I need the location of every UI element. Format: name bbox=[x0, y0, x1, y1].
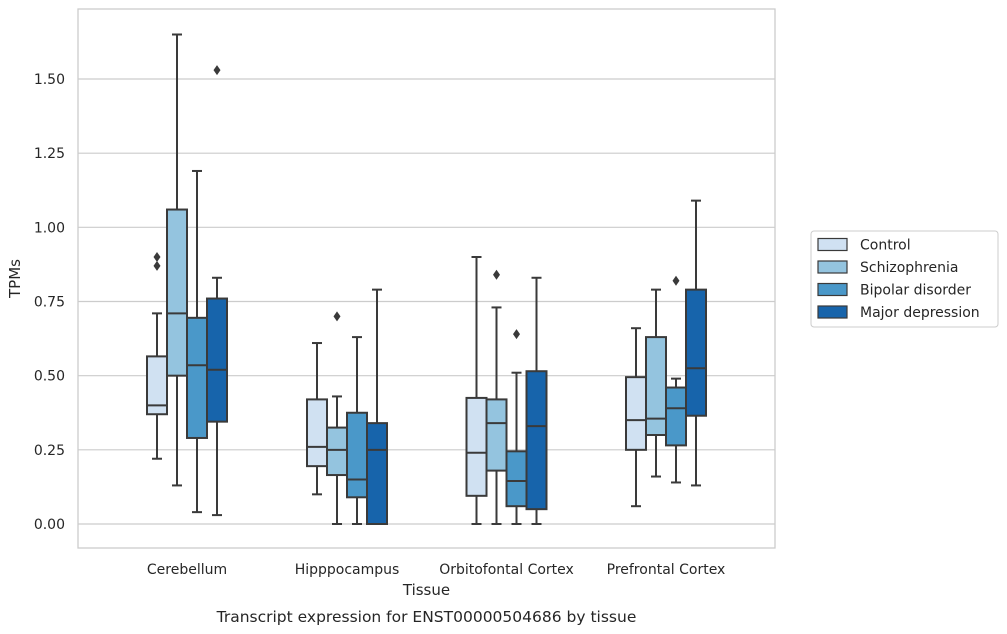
legend-frame bbox=[810, 230, 999, 328]
y-tick-label: 1.25 bbox=[34, 146, 65, 162]
box-body bbox=[326, 426, 348, 477]
y-axis-label: TPMs bbox=[6, 259, 24, 299]
legend-swatch bbox=[817, 260, 848, 274]
chart-caption: Transcript expression for ENST0000050468… bbox=[216, 608, 637, 626]
box-bipolar-disorder bbox=[505, 329, 528, 525]
outlier-point bbox=[153, 260, 161, 271]
x-tick-label: Cerebellum bbox=[147, 562, 227, 578]
y-tick-label: 0.00 bbox=[34, 517, 65, 533]
box-control bbox=[625, 327, 647, 508]
box-body bbox=[665, 386, 687, 447]
box-major-depression bbox=[206, 65, 228, 517]
box-schizophrenia bbox=[326, 311, 348, 525]
box-schizophrenia bbox=[166, 33, 188, 487]
box-body bbox=[206, 297, 228, 423]
outlier-point bbox=[672, 275, 680, 286]
outlier-point bbox=[493, 269, 500, 280]
legend-entry: Bipolar disorder bbox=[860, 283, 971, 299]
y-tick-label: 1.50 bbox=[34, 72, 65, 88]
box-control bbox=[465, 256, 488, 525]
box-body bbox=[346, 411, 368, 499]
y-tick-label: 0.75 bbox=[34, 295, 65, 311]
box-major-depression bbox=[366, 288, 388, 525]
box-body bbox=[645, 336, 667, 437]
legend-entry: Control bbox=[860, 238, 911, 254]
box-bipolar-disorder bbox=[665, 275, 687, 484]
box-control bbox=[146, 252, 168, 460]
box-body bbox=[306, 398, 328, 468]
box-body bbox=[366, 422, 388, 525]
y-axis-ticks: 0.00 0.25 0.50 0.75 1.00 1.25 1.50 bbox=[34, 72, 65, 533]
y-tick-label: 0.25 bbox=[34, 443, 65, 459]
box-body bbox=[685, 288, 707, 417]
outlier-point bbox=[213, 65, 221, 76]
box-body bbox=[505, 450, 528, 508]
box-control bbox=[306, 342, 328, 496]
box-schizophrenia bbox=[645, 288, 667, 478]
legend-entry: Schizophrenia bbox=[860, 260, 958, 276]
x-tick-label: Orbitofontal Cortex bbox=[439, 562, 574, 578]
x-tick-label: Hipppocampus bbox=[295, 562, 400, 578]
plot-frame bbox=[77, 8, 776, 549]
box-body bbox=[465, 396, 488, 497]
box-major-depression bbox=[685, 199, 707, 487]
legend-entry: Major depression bbox=[860, 305, 980, 321]
legend-swatch bbox=[817, 305, 848, 319]
box-groups bbox=[146, 33, 707, 525]
box-body bbox=[146, 355, 168, 416]
outlier-point bbox=[333, 311, 341, 322]
box-bipolar-disorder bbox=[346, 336, 368, 525]
box-major-depression bbox=[525, 276, 548, 525]
box-body bbox=[166, 208, 188, 377]
outlier-point bbox=[513, 329, 520, 340]
y-tick-label: 1.00 bbox=[34, 220, 65, 236]
legend-swatch bbox=[817, 237, 848, 252]
x-axis-label: Tissue bbox=[402, 581, 450, 599]
y-tick-label: 0.50 bbox=[34, 369, 65, 385]
legend-swatch bbox=[817, 282, 848, 297]
legend: Control Schizophrenia Bipolar disorder Majo… bbox=[810, 230, 999, 328]
box-body bbox=[625, 376, 647, 451]
x-tick-label: Prefrontal Cortex bbox=[607, 562, 726, 578]
outlier-point bbox=[153, 252, 161, 262]
box-body bbox=[186, 316, 208, 439]
box-bipolar-disorder bbox=[186, 169, 208, 514]
x-axis-ticks: Cerebellum Hipppocampus Orbitofontal Corte… bbox=[147, 562, 725, 578]
box-body bbox=[525, 370, 548, 511]
box-schizophrenia bbox=[485, 269, 508, 525]
box-body bbox=[485, 398, 508, 472]
